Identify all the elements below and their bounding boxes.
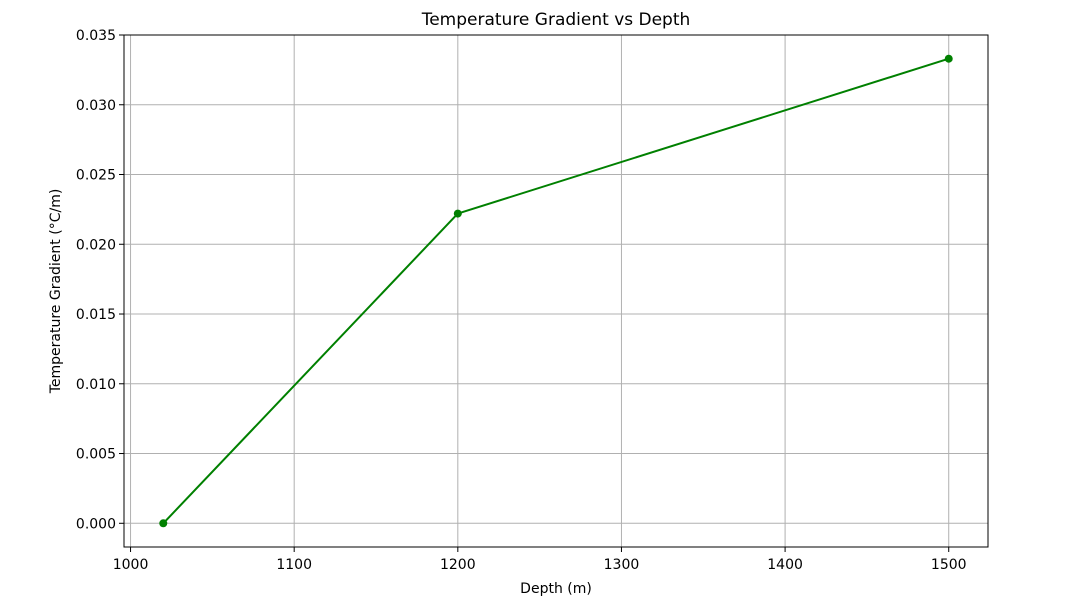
x-tick-label: 1500 bbox=[931, 557, 967, 573]
x-tick-label: 1300 bbox=[604, 557, 640, 573]
x-axis-label: Depth (m) bbox=[520, 581, 592, 597]
y-tick-label: 0.015 bbox=[76, 307, 116, 323]
x-tick-label: 1200 bbox=[440, 557, 476, 573]
chart-title: Temperature Gradient vs Depth bbox=[421, 10, 691, 30]
data-point bbox=[453, 209, 462, 218]
y-tick-label: 0.005 bbox=[76, 447, 116, 463]
y-tick-label: 0.025 bbox=[76, 168, 116, 184]
plot-frame bbox=[123, 34, 989, 548]
series-layer bbox=[159, 54, 953, 528]
y-axis-label: Temperature Gradient (°C/m) bbox=[48, 189, 64, 395]
y-tick-label: 0.010 bbox=[76, 377, 116, 393]
y-tick-label: 0.000 bbox=[76, 516, 116, 532]
x-tick-label: 1400 bbox=[767, 557, 803, 573]
y-tick-label: 0.020 bbox=[76, 237, 116, 253]
x-tick-label: 1100 bbox=[276, 557, 312, 573]
data-point bbox=[159, 519, 168, 528]
y-tick-label: 0.035 bbox=[76, 28, 116, 44]
y-tick-label: 0.030 bbox=[76, 98, 116, 114]
data-point bbox=[944, 54, 953, 63]
x-tick-label: 1000 bbox=[113, 557, 149, 573]
axis-ticks: 1000 1100 1200 1300 1400 1500 0.000 0.005 0.010 0… bbox=[76, 28, 967, 573]
